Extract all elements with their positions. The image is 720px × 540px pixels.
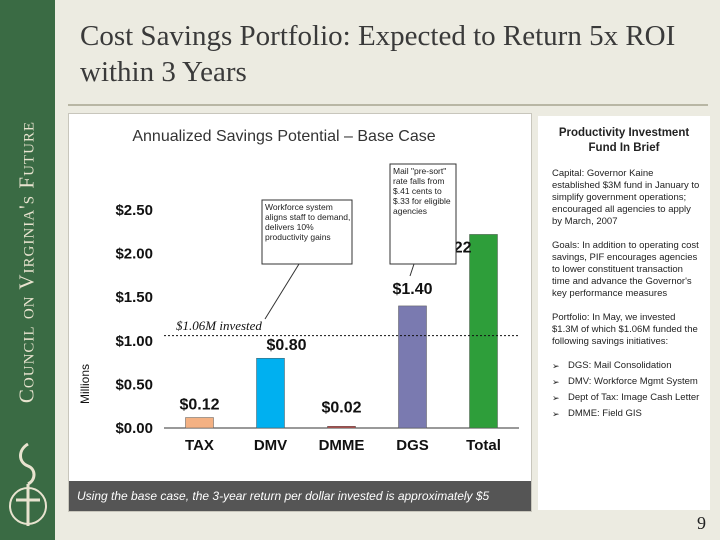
chart-panel: Annualized Savings Potential – Base Case… [68,113,532,512]
page-title: Cost Savings Portfolio: Expected to Retu… [80,20,676,88]
x-tick-label: TAX [185,437,214,454]
pif-brief-panel: Productivity Investment Fund In Brief Ca… [538,116,710,510]
list-item: DMV: Workforce Mgmt System [552,376,700,388]
bar-dmme [327,426,356,429]
initiatives-list: DGS: Mail Consolidation DMV: Workforce M… [552,360,700,420]
workforce-callout [261,199,353,265]
sidebar-org-name: Council on Virginia's Future [14,120,39,404]
side-goals-text: Goals: In addition to operating cost sav… [552,240,699,299]
council-logo-icon [9,442,47,526]
y-tick-label: $0.00 [115,420,153,437]
y-tick-label: $2.50 [115,202,153,219]
y-tick-label: $0.50 [115,376,153,393]
savings-bar-chart: Annualized Savings Potential – Base Case… [78,128,519,454]
workforce-callout-text: Workforce system aligns staff to demand,… [265,202,351,242]
bar-value-label: $1.40 [392,281,432,298]
bar-value-label: $0.80 [266,337,306,354]
chart-footer-note: Using the base case, the 3-year return p… [69,481,531,511]
bar-dgs [398,305,427,429]
y-tick-label: $1.00 [115,333,153,350]
invested-label: $1.06M invested [176,318,262,333]
side-capital-text: Capital: Governor Kaine established $3M … [552,168,700,227]
title-divider [68,104,708,106]
mail-callout [389,163,457,265]
y-tick-label: $1.50 [115,289,153,306]
y-tick-label: $2.00 [115,246,153,263]
workforce-callout-pointer [264,263,300,320]
page-number: 9 [697,513,706,533]
bar-value-label: $0.02 [321,399,361,416]
sidebar-band: Council on Virginia's Future [0,0,55,540]
x-tick-label: DMV [254,437,287,454]
side-portfolio-text: Portfolio: In May, we invested $1.3M of … [552,312,698,347]
bar-tax [185,417,214,429]
list-item: DGS: Mail Consolidation [552,360,700,372]
bar-dmv [256,357,285,429]
list-item: DMME: Field GIS [552,408,700,420]
mail-callout-text: Mail "pre-sort" rate falls from $.41 cen… [393,166,451,216]
x-tick-label: DMME [319,437,365,454]
chart-title: Annualized Savings Potential – Base Case [132,128,435,145]
list-item: Dept of Tax: Image Cash Letter [552,392,700,404]
x-tick-label: Total [466,437,501,454]
x-tick-label: DGS [396,437,429,454]
mail-callout-pointer [402,263,415,277]
side-panel-title: Productivity Investment Fund In Brief [558,127,690,154]
bar-value-label: $0.12 [179,397,219,414]
y-axis-label: Millions [78,364,92,404]
bar-total [469,234,498,429]
